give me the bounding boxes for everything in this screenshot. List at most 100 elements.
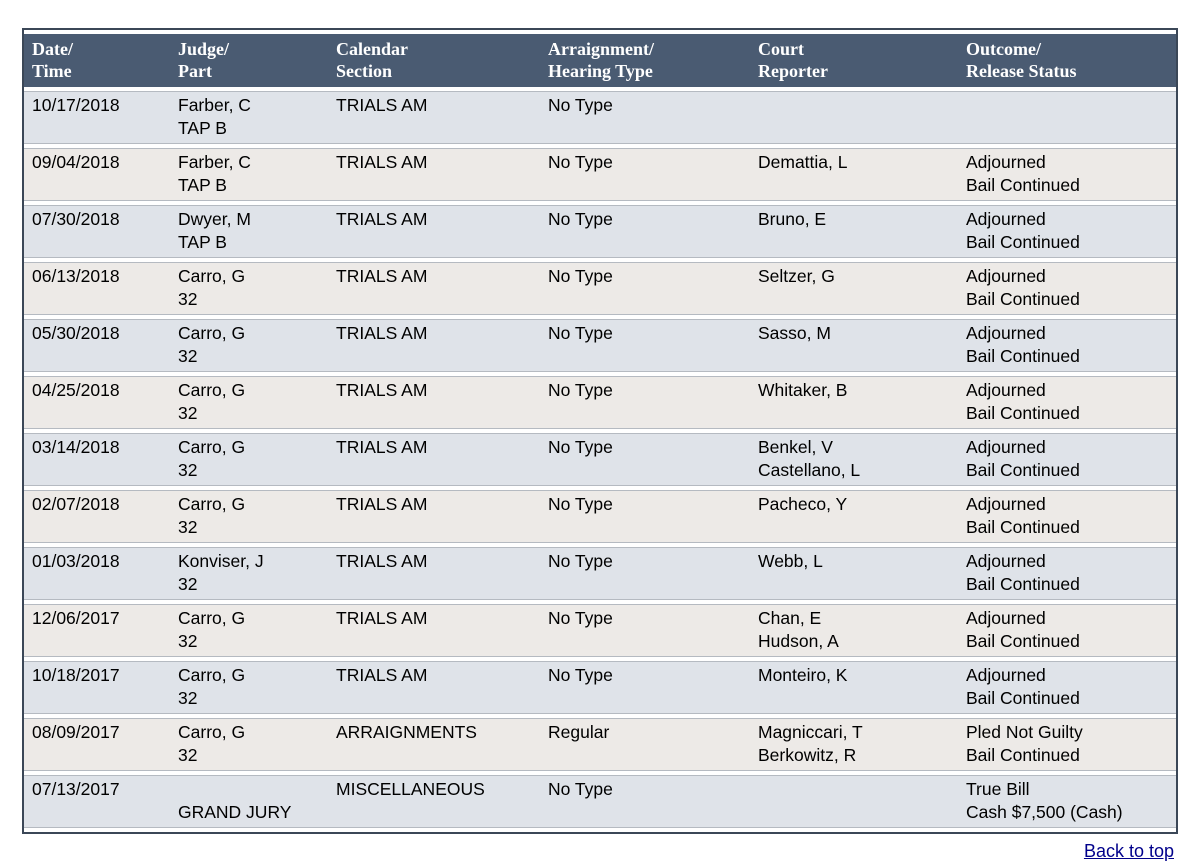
column-header-outcome: Outcome/ Release Status xyxy=(958,34,1176,87)
cell-hearing-type: No Type xyxy=(540,547,750,600)
cell-court-reporter: Magniccari, T Berkowitz, R xyxy=(750,718,958,771)
cell-date-time: 02/07/2018 xyxy=(24,490,170,543)
cell-outcome: Pled Not Guilty Bail Continued xyxy=(958,718,1176,771)
cell-court-reporter: Seltzer, G xyxy=(750,262,958,315)
cell-calendar-section: TRIALS AM xyxy=(328,490,540,543)
cell-court-reporter: Benkel, V Castellano, L xyxy=(750,433,958,486)
cell-hearing-type: No Type xyxy=(540,433,750,486)
cell-judge-part: GRAND JURY xyxy=(170,775,328,828)
table-row: 10/18/2017 Carro, G 32 TRIALS AM No Type Mon… xyxy=(24,661,1176,714)
cell-outcome: Adjourned Bail Continued xyxy=(958,661,1176,714)
cell-date-time: 10/18/2017 xyxy=(24,661,170,714)
table-row: 09/04/2018 Farber, C TAP B TRIALS AM No Typ… xyxy=(24,148,1176,201)
cell-calendar-section: TRIALS AM xyxy=(328,433,540,486)
column-header-court-reporter: Court Reporter xyxy=(750,34,958,87)
cell-judge-part: Carro, G 32 xyxy=(170,319,328,372)
cell-outcome xyxy=(958,91,1176,144)
cell-calendar-section: TRIALS AM xyxy=(328,148,540,201)
column-header-hearing-type: Arraignment/ Hearing Type xyxy=(540,34,750,87)
table-row: 02/07/2018 Carro, G 32 TRIALS AM No Type Pac… xyxy=(24,490,1176,543)
cell-court-reporter: Webb, L xyxy=(750,547,958,600)
cell-court-reporter: Whitaker, B xyxy=(750,376,958,429)
table-body: 10/17/2018 Farber, C TAP B TRIALS AM No Typ… xyxy=(24,91,1176,828)
cell-date-time: 03/14/2018 xyxy=(24,433,170,486)
cell-court-reporter: Monteiro, K xyxy=(750,661,958,714)
table-row: 04/25/2018 Carro, G 32 TRIALS AM No Type Whi… xyxy=(24,376,1176,429)
cell-outcome: Adjourned Bail Continued xyxy=(958,376,1176,429)
cell-judge-part: Farber, C TAP B xyxy=(170,148,328,201)
cell-outcome: True Bill Cash $7,500 (Cash) xyxy=(958,775,1176,828)
appearance-history-table: Date/ Time Judge/ Part Calendar Section … xyxy=(22,28,1178,834)
cell-calendar-section: TRIALS AM xyxy=(328,319,540,372)
cell-outcome: Adjourned Bail Continued xyxy=(958,148,1176,201)
table-row: 01/03/2018 Konviser, J 32 TRIALS AM No Type… xyxy=(24,547,1176,600)
cell-date-time: 07/30/2018 xyxy=(24,205,170,258)
cell-calendar-section: MISCELLANEOUS xyxy=(328,775,540,828)
cell-judge-part: Konviser, J 32 xyxy=(170,547,328,600)
cell-judge-part: Dwyer, M TAP B xyxy=(170,205,328,258)
cell-court-reporter: Bruno, E xyxy=(750,205,958,258)
table-header: Date/ Time Judge/ Part Calendar Section … xyxy=(24,34,1176,87)
back-to-top-link[interactable]: Back to top xyxy=(1083,841,1174,861)
cell-calendar-section: TRIALS AM xyxy=(328,262,540,315)
cell-date-time: 06/13/2018 xyxy=(24,262,170,315)
table-footer: Back to top xyxy=(22,841,1174,862)
cell-court-reporter xyxy=(750,775,958,828)
cell-outcome: Adjourned Bail Continued xyxy=(958,604,1176,657)
cell-hearing-type: Regular xyxy=(540,718,750,771)
cell-hearing-type: No Type xyxy=(540,604,750,657)
cell-calendar-section: TRIALS AM xyxy=(328,91,540,144)
cell-hearing-type: No Type xyxy=(540,262,750,315)
cell-court-reporter: Sasso, M xyxy=(750,319,958,372)
cell-court-reporter: Pacheco, Y xyxy=(750,490,958,543)
cell-calendar-section: ARRAIGNMENTS xyxy=(328,718,540,771)
cell-hearing-type: No Type xyxy=(540,91,750,144)
table-row: 06/13/2018 Carro, G 32 TRIALS AM No Type Sel… xyxy=(24,262,1176,315)
cell-court-reporter: Chan, E Hudson, A xyxy=(750,604,958,657)
cell-judge-part: Carro, G 32 xyxy=(170,718,328,771)
cell-date-time: 09/04/2018 xyxy=(24,148,170,201)
header-row: Date/ Time Judge/ Part Calendar Section … xyxy=(24,34,1176,87)
table-row: 07/30/2018 Dwyer, M TAP B TRIALS AM No Type… xyxy=(24,205,1176,258)
cell-date-time: 07/13/2017 xyxy=(24,775,170,828)
column-header-calendar-section: Calendar Section xyxy=(328,34,540,87)
cell-outcome: Adjourned Bail Continued xyxy=(958,490,1176,543)
column-header-date-time: Date/ Time xyxy=(24,34,170,87)
cell-date-time: 10/17/2018 xyxy=(24,91,170,144)
table-row: 12/06/2017 Carro, G 32 TRIALS AM No Type Cha… xyxy=(24,604,1176,657)
cell-calendar-section: TRIALS AM xyxy=(328,376,540,429)
cell-calendar-section: TRIALS AM xyxy=(328,547,540,600)
cell-date-time: 01/03/2018 xyxy=(24,547,170,600)
cell-date-time: 04/25/2018 xyxy=(24,376,170,429)
cell-judge-part: Carro, G 32 xyxy=(170,661,328,714)
cell-hearing-type: No Type xyxy=(540,661,750,714)
cell-judge-part: Carro, G 32 xyxy=(170,490,328,543)
cell-hearing-type: No Type xyxy=(540,376,750,429)
cell-hearing-type: No Type xyxy=(540,148,750,201)
cell-date-time: 08/09/2017 xyxy=(24,718,170,771)
cell-judge-part: Farber, C TAP B xyxy=(170,91,328,144)
cell-date-time: 05/30/2018 xyxy=(24,319,170,372)
cell-outcome: Adjourned Bail Continued xyxy=(958,205,1176,258)
table-row: 10/17/2018 Farber, C TAP B TRIALS AM No Typ… xyxy=(24,91,1176,144)
cell-outcome: Adjourned Bail Continued xyxy=(958,547,1176,600)
cell-hearing-type: No Type xyxy=(540,490,750,543)
cell-hearing-type: No Type xyxy=(540,319,750,372)
cell-judge-part: Carro, G 32 xyxy=(170,433,328,486)
column-header-judge-part: Judge/ Part xyxy=(170,34,328,87)
cell-court-reporter xyxy=(750,91,958,144)
cell-judge-part: Carro, G 32 xyxy=(170,262,328,315)
cell-outcome: Adjourned Bail Continued xyxy=(958,262,1176,315)
cell-date-time: 12/06/2017 xyxy=(24,604,170,657)
cell-calendar-section: TRIALS AM xyxy=(328,661,540,714)
table-row: 05/30/2018 Carro, G 32 TRIALS AM No Type Sas… xyxy=(24,319,1176,372)
cell-calendar-section: TRIALS AM xyxy=(328,604,540,657)
cell-hearing-type: No Type xyxy=(540,205,750,258)
cell-outcome: Adjourned Bail Continued xyxy=(958,433,1176,486)
table-row: 03/14/2018 Carro, G 32 TRIALS AM No Type Ben… xyxy=(24,433,1176,486)
cell-hearing-type: No Type xyxy=(540,775,750,828)
cell-outcome: Adjourned Bail Continued xyxy=(958,319,1176,372)
cell-court-reporter: Demattia, L xyxy=(750,148,958,201)
cell-judge-part: Carro, G 32 xyxy=(170,604,328,657)
